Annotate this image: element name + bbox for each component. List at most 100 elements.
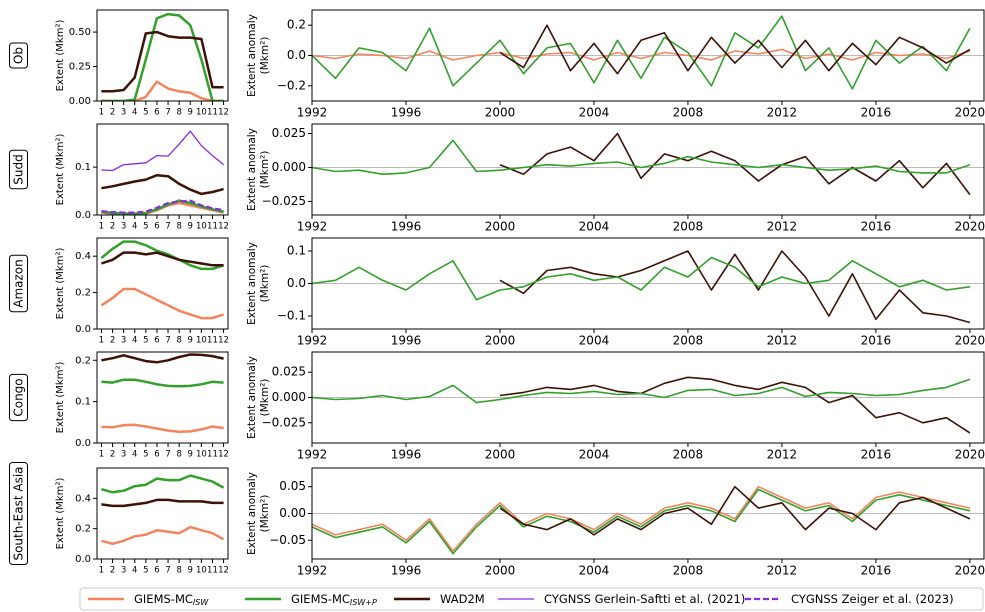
x-tick-label: 1992 — [297, 448, 328, 462]
legend-label: WAD2M — [440, 592, 485, 606]
y-axis-label: Extent anomaly — [246, 128, 258, 211]
series-line — [101, 423, 224, 434]
x-tick-label: 2 — [110, 222, 115, 232]
x-tick-label: 2012 — [767, 448, 798, 462]
legend-label: GIEMS-MCISW — [134, 592, 209, 607]
x-tick-label: 3 — [121, 108, 126, 118]
x-tick-label: 2008 — [673, 334, 704, 348]
axes-frame — [311, 123, 985, 216]
axes-frame — [311, 237, 985, 330]
series-line — [499, 132, 971, 196]
y-tick-label: 0.025 — [272, 365, 306, 379]
x-tick-label: 10 — [196, 222, 207, 232]
series-line — [101, 173, 224, 196]
x-tick-label: 10 — [196, 566, 207, 576]
x-tick-label: 5 — [143, 566, 148, 576]
legend-name: CYGNSS Gerlein-Saftti et al. (2021) — [544, 592, 745, 606]
y-tick-label: −0.1 — [277, 309, 306, 323]
x-tick-label: 11 — [207, 108, 218, 118]
y-axis-label: (Mkm²) — [259, 37, 271, 75]
x-tick-label: 1996 — [391, 334, 422, 348]
x-tick-label: 1992 — [297, 220, 328, 234]
x-tick-label: 2020 — [955, 106, 985, 120]
x-tick-label: 2016 — [861, 106, 892, 120]
panel-label-box — [9, 149, 28, 190]
axes-frame — [311, 351, 985, 444]
x-tick-label: 10 — [196, 336, 207, 346]
y-tick-label: −0.05 — [269, 533, 306, 547]
x-tick-label: 1996 — [391, 448, 422, 462]
y-tick-label: −0.2 — [277, 78, 306, 92]
axes-frame — [96, 9, 229, 102]
y-axis-label: Extent anomaly — [246, 14, 258, 97]
x-tick-label: 5 — [143, 222, 148, 232]
x-tick-label: 1 — [99, 450, 104, 460]
x-tick-label: 2 — [110, 108, 115, 118]
x-tick-label: 2012 — [767, 106, 798, 120]
series-line — [312, 488, 971, 555]
panel-label-box — [9, 254, 28, 313]
x-tick-label: 9 — [188, 566, 193, 576]
x-tick-label: 2012 — [767, 220, 798, 234]
y-tick-label: 0.0 — [75, 324, 91, 335]
series-line — [312, 256, 971, 301]
series-line — [101, 199, 224, 214]
x-tick-label: 7 — [165, 108, 170, 118]
x-tick-label: 6 — [154, 222, 159, 232]
series-line — [101, 498, 224, 508]
x-tick-label: 2004 — [579, 106, 610, 120]
x-tick-label: 1 — [99, 566, 104, 576]
series-line — [499, 376, 971, 434]
x-tick-label: 9 — [188, 336, 193, 346]
axes-frame — [96, 351, 229, 444]
x-tick-label: 2004 — [579, 220, 610, 234]
x-tick-label: 11 — [207, 566, 218, 576]
y-tick-label: 0.1 — [287, 244, 306, 258]
series-line — [101, 525, 225, 546]
x-tick-label: 12 — [218, 566, 229, 576]
x-tick-label: 1 — [99, 222, 104, 232]
legend-name: CYGNSS Zeiger et al. (2023) — [791, 592, 954, 606]
x-tick-label: 2016 — [861, 564, 892, 578]
x-tick-label: 1 — [99, 108, 104, 118]
x-tick-label: 7 — [165, 336, 170, 346]
legend-subscript: ISW — [193, 598, 209, 607]
y-tick-label: 0.025 — [272, 126, 306, 140]
x-tick-label: 4 — [132, 108, 137, 118]
y-axis-label: Extent (Mkm²) — [55, 478, 66, 550]
y-tick-label: 0.2 — [75, 288, 91, 299]
x-tick-label: 12 — [218, 450, 229, 460]
y-tick-label: 0.2 — [75, 355, 91, 366]
x-tick-label: 1996 — [391, 220, 422, 234]
y-axis-label: (Mkm²) — [259, 379, 271, 417]
axes-frame — [311, 9, 985, 102]
x-tick-label: 2020 — [955, 564, 985, 578]
x-tick-label: 6 — [154, 336, 159, 346]
y-tick-label: −0.025 — [262, 194, 306, 208]
series-line — [499, 485, 971, 536]
y-axis-label: Extent (Mkm²) — [55, 362, 66, 434]
x-tick-label: 3 — [121, 566, 126, 576]
panel-label-box — [9, 42, 28, 69]
panel-label-text: Amazon — [12, 259, 26, 308]
panel-label: Sudd — [9, 149, 28, 190]
x-tick-label: 1992 — [297, 106, 328, 120]
y-tick-label: 0.0 — [75, 554, 91, 565]
y-tick-label: 0.000 — [272, 390, 306, 404]
y-axis-label: Extent anomaly — [246, 242, 258, 325]
y-tick-label: 0.50 — [69, 27, 91, 38]
x-tick-label: 12 — [218, 108, 229, 118]
x-tick-label: 2000 — [485, 334, 516, 348]
legend-name: GIEMS-MC — [291, 592, 350, 606]
x-tick-label: 8 — [176, 336, 181, 346]
x-tick-label: 11 — [207, 222, 218, 232]
panel-label-text: Congo — [12, 378, 26, 416]
y-axis-label: Extent anomaly — [246, 472, 258, 555]
x-tick-label: 2008 — [673, 448, 704, 462]
y-axis-label: (Mkm²) — [259, 265, 271, 303]
y-tick-label: 0.1 — [75, 162, 91, 173]
x-tick-label: 9 — [188, 222, 193, 232]
x-tick-label: 7 — [165, 450, 170, 460]
y-tick-label: 0.00 — [279, 506, 306, 520]
series-line — [312, 485, 971, 552]
